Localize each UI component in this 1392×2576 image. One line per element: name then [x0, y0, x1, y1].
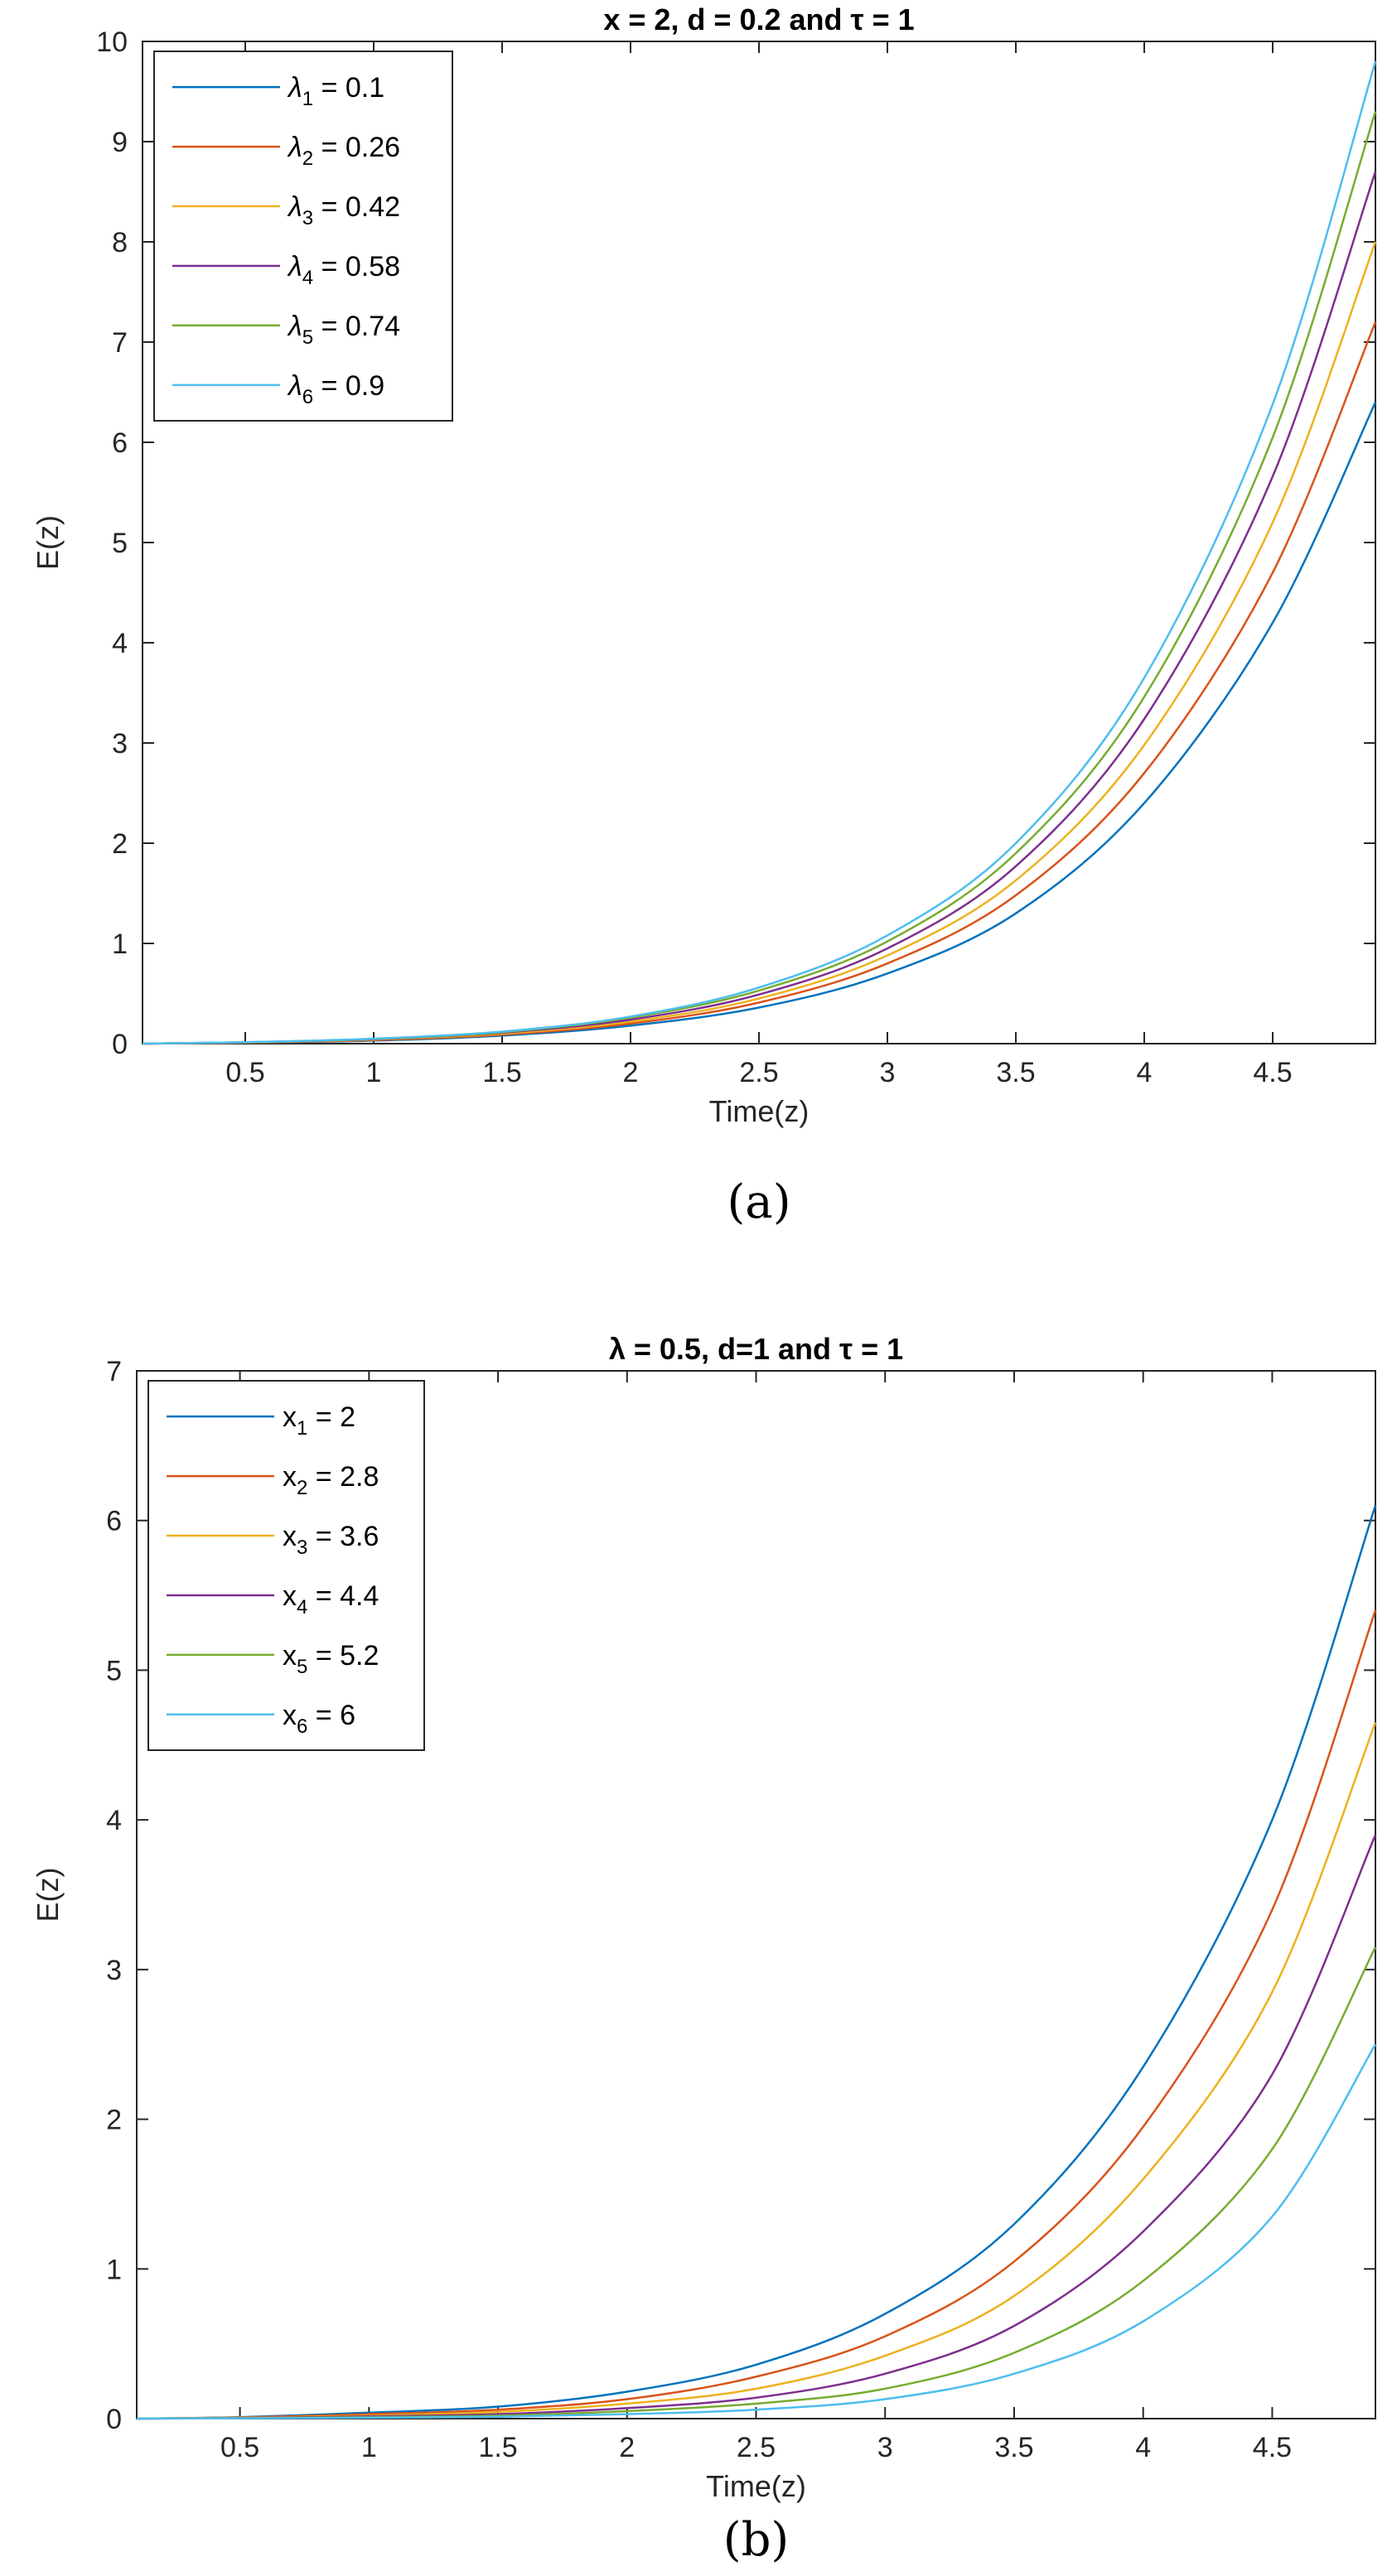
- legend-entry-2: x2 = 2.8: [283, 1461, 379, 1499]
- series-line-2: [142, 321, 1377, 1045]
- legend-entry-1: x1 = 2: [283, 1401, 355, 1440]
- x-tick-label: 2: [623, 1057, 639, 1088]
- x-tick-label: 3: [877, 2432, 893, 2463]
- x-tick-label: 2.5: [737, 2432, 776, 2463]
- y-tick-label: 0: [106, 2404, 122, 2435]
- legend-entry-3: λ3 = 0.42: [287, 191, 400, 229]
- x-tick-label: 4: [1137, 1057, 1153, 1088]
- x-tick-label: 1: [366, 1057, 382, 1088]
- chart-a: x = 2, d = 0.2 and τ = 1 0.5 1 1.5 2 2.5 3 3.5 4…: [31, 2, 1377, 1229]
- legend-entry-6: x6 = 6: [283, 1700, 355, 1738]
- y-tick-label: 7: [106, 1356, 122, 1387]
- x-tick-label: 0.5: [220, 2432, 259, 2463]
- figure-caption: (a): [727, 1175, 790, 1229]
- x-tick-label: 1.5: [482, 1057, 521, 1088]
- x-tick-label: 2: [619, 2432, 635, 2463]
- y-tick-label: 1: [106, 2254, 122, 2285]
- y-tick-label: 0: [112, 1029, 128, 1060]
- y-tick-label: 10: [96, 27, 128, 58]
- x-tick-label: 4: [1135, 2432, 1151, 2463]
- series-line-3: [136, 1722, 1377, 2420]
- y-tick-label: 2: [106, 2105, 122, 2136]
- x-tick-label: 2.5: [739, 1057, 778, 1088]
- legend-box: [153, 51, 453, 422]
- x-axis-label: Time(z): [709, 1094, 810, 1128]
- series-line-6: [142, 60, 1377, 1045]
- y-tick-label: 3: [106, 1955, 122, 1986]
- x-tick-label: 1: [361, 2432, 377, 2463]
- legend-box: [147, 1380, 425, 1751]
- x-tick-label: 0.5: [225, 1057, 264, 1088]
- legend-entry-1: λ1 = 0.1: [287, 72, 384, 110]
- y-tick-label: 1: [112, 929, 128, 960]
- legend-entry-5: x5 = 5.2: [283, 1640, 379, 1678]
- chart-b: λ = 0.5, d=1 and τ = 1 0.5 1 1.5 2 2.5 3 3.5 4 4.…: [31, 1332, 1377, 2567]
- x-tick-label: 1.5: [478, 2432, 517, 2463]
- y-tick-label: 3: [112, 728, 128, 760]
- series-line-6: [136, 2043, 1377, 2420]
- legend-entry-5: λ5 = 0.74: [287, 311, 400, 349]
- y-tick-label: 2: [112, 828, 128, 860]
- y-tick-label: 5: [106, 1655, 122, 1686]
- x-tick-label: 4.5: [1253, 2432, 1292, 2463]
- legend-entry-2: λ2 = 0.26: [287, 132, 400, 170]
- y-tick-label: 6: [106, 1506, 122, 1537]
- y-axis-label: E(z): [31, 1868, 65, 1922]
- chart-title: x = 2, d = 0.2 and τ = 1: [603, 2, 914, 36]
- series-line-2: [136, 1609, 1377, 2420]
- series-line-1: [142, 402, 1377, 1045]
- y-tick-label: 7: [112, 327, 128, 359]
- y-tick-label: 8: [112, 227, 128, 258]
- legend-entry-4: λ4 = 0.58: [287, 251, 400, 289]
- y-tick-label: 4: [112, 628, 128, 659]
- y-tick-label: 9: [112, 127, 128, 158]
- x-axis-label: Time(z): [706, 2469, 806, 2503]
- legend-entry-3: x3 = 3.6: [283, 1521, 379, 1559]
- x-tick-label: 3.5: [996, 1057, 1035, 1088]
- figure-caption: (b): [723, 2513, 790, 2567]
- x-tick-label: 3: [880, 1057, 896, 1088]
- x-tick-label: 4.5: [1253, 1057, 1292, 1088]
- series-line-1: [136, 1505, 1377, 2420]
- chart-title: λ = 0.5, d=1 and τ = 1: [609, 1332, 903, 1366]
- legend-entry-6: λ6 = 0.9: [287, 370, 384, 408]
- legend-entry-4: x4 = 4.4: [283, 1580, 379, 1618]
- series-line-4: [136, 1834, 1377, 2420]
- y-axis-label: E(z): [31, 515, 65, 570]
- y-tick-label: 4: [106, 1805, 122, 1836]
- y-tick-label: 6: [112, 427, 128, 459]
- x-tick-label: 3.5: [994, 2432, 1033, 2463]
- y-tick-label: 5: [112, 528, 128, 559]
